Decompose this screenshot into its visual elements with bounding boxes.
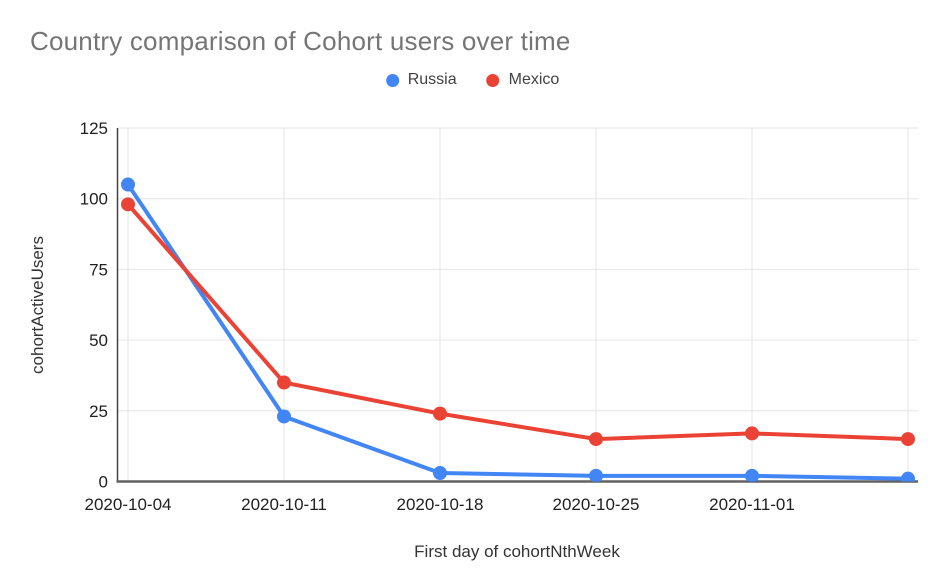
data-point [589, 468, 603, 482]
data-point [277, 375, 291, 390]
legend: Russia Mexico [385, 71, 560, 89]
legend-dot-russia-icon [385, 73, 399, 87]
legend-label-mexico: Mexico [508, 71, 560, 88]
data-point [433, 466, 447, 481]
data-point [745, 426, 759, 441]
legend-dot-mexico-icon [486, 73, 500, 87]
y-tick-label: 50 [89, 331, 108, 350]
data-point [589, 432, 603, 447]
legend-item-mexico[interactable]: Mexico [486, 71, 560, 89]
x-tick-label: 2020-11-01 [709, 495, 795, 514]
data-point [121, 197, 135, 212]
data-point [277, 409, 291, 424]
x-gridlines: 2020-10-04 2020-10-11 2020-10-18 2020-10-25… [85, 128, 909, 514]
data-point [121, 177, 135, 192]
data-point [901, 432, 915, 447]
x-axis-title: First day of cohortNthWeek [414, 542, 620, 561]
legend-label-russia: Russia [407, 71, 457, 88]
series-line-mexico [126, 202, 910, 442]
y-tick-label: 25 [89, 402, 108, 421]
legend-item-russia[interactable]: Russia [385, 71, 457, 89]
y-tick-label: 75 [89, 260, 108, 279]
x-tick-label: 2020-10-25 [553, 495, 640, 514]
data-point [433, 406, 447, 421]
x-tick-label: 2020-10-04 [85, 495, 172, 514]
series-points-mexico [121, 197, 915, 447]
y-tick-label: 0 [99, 473, 108, 492]
chart-title: Country comparison of Cohort users over … [30, 26, 571, 56]
x-tick-label: 2020-10-18 [397, 495, 484, 514]
x-tick-label: 2020-10-11 [241, 495, 327, 514]
series-line-russia [126, 182, 910, 481]
series-points-russia [121, 177, 915, 482]
y-tick-label: 125 [80, 119, 108, 138]
y-tick-label: 100 [80, 190, 108, 209]
data-point [901, 471, 915, 482]
data-point [745, 468, 759, 482]
